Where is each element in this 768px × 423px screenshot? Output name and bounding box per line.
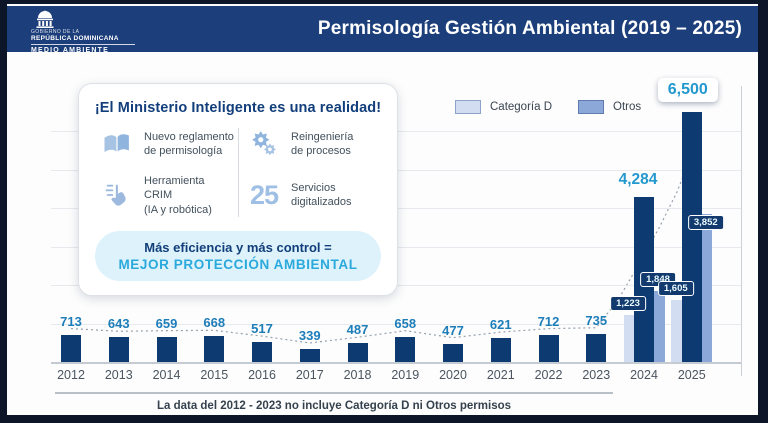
bar-main-2021: [490, 338, 511, 362]
x-tick-2016: 2016: [248, 368, 276, 382]
feature-line1: Servicios: [291, 182, 336, 195]
footer-note: La data del 2012 - 2023 no incluye Categ…: [156, 400, 512, 412]
x-tick-2025: 2025: [677, 368, 706, 382]
x-tick-2020: 2020: [439, 368, 467, 382]
value-pill-otros-2025: 3,852: [687, 214, 724, 230]
legend-label-categoria-d: Categoría D: [490, 101, 553, 113]
bar-main-2016: [252, 342, 272, 362]
pill-line2: MEJOR PROTECCIÓN AMBIENTAL: [118, 256, 358, 272]
x-tick-2018: 2018: [343, 368, 372, 382]
x-tick-2014: 2014: [152, 368, 181, 382]
value-label-2018: 487: [346, 322, 369, 338]
value-label-2016: 517: [251, 321, 273, 337]
x-tick-2022: 2022: [534, 368, 563, 382]
feature-label: Reingeniería de procesos: [291, 130, 353, 159]
chart-right-border: [741, 86, 742, 376]
value-label-2014: 659: [155, 315, 178, 331]
bar-main-2012: [61, 334, 81, 362]
footer-divider: [55, 392, 613, 394]
feature-reingenieria: Reingeniería de procesos: [238, 126, 385, 162]
feature-line2: digitalizados: [291, 196, 352, 209]
number-25: 25: [246, 179, 282, 211]
gridline: [51, 323, 741, 325]
value-label-2019: 658: [394, 315, 417, 331]
x-tick-2015: 2015: [200, 368, 229, 382]
feature-label: Herramienta CRIM (IA y robótica): [144, 174, 234, 217]
x-axis-line: [51, 362, 741, 364]
x-tick-2012: 2012: [57, 368, 85, 382]
bar-otros-2025: [699, 213, 713, 362]
bar-main-2018: [347, 343, 368, 362]
logo-line-republica: REPÚBLICA DOMINICANA: [31, 35, 119, 42]
value-label-2024: 4,284: [618, 171, 658, 189]
x-tick-2023: 2023: [582, 368, 611, 382]
bar-main-2014: [156, 336, 177, 362]
feature-line1: Nuevo reglamento: [144, 130, 234, 143]
card-message-pill: Más eficiencia y más control = MEJOR PRO…: [95, 230, 381, 281]
feature-line1: Herramienta CRIM: [144, 175, 205, 202]
pill-line1: Más eficiencia y más control =: [144, 239, 332, 255]
feature-line2: de procesos: [291, 145, 351, 157]
x-tick-2017: 2017: [295, 368, 324, 382]
slide: GOBIERNO DE LA REPÚBLICA DOMINICANA MEDI…: [7, 4, 758, 415]
feature-line2: de permisología: [144, 145, 223, 157]
value-label-2021: 621: [489, 317, 512, 333]
logo-line-ministerio: MEDIO AMBIENTE: [31, 47, 109, 54]
value-label-2020: 477: [442, 322, 464, 338]
legend-swatch-otros: [578, 100, 605, 114]
government-logo: GOBIERNO DE LA REPÚBLICA DOMINICANA MEDI…: [31, 10, 135, 54]
value-label-2015: 668: [203, 315, 226, 331]
value-pill-categoria-d-2024: 1,223: [610, 295, 646, 311]
number-25-text: 25: [249, 179, 279, 210]
bar-main-2022: [538, 334, 559, 362]
value-label-2012: 713: [60, 313, 82, 329]
info-card: ¡El Ministerio Inteligente es una realid…: [78, 83, 398, 296]
book-icon: [99, 128, 135, 160]
value-label-2017: 339: [298, 327, 321, 343]
bar-main-2019: [395, 336, 416, 362]
x-tick-2013: 2013: [104, 368, 133, 382]
value-box-2025: 6,500: [657, 78, 718, 102]
bar-main-2015: [204, 336, 225, 362]
bar-main-2020: [443, 343, 463, 362]
bar-main-2013: [108, 337, 129, 362]
card-title: ¡El Ministerio Inteligente es una realid…: [94, 100, 382, 116]
value-label-2013: 643: [107, 316, 130, 332]
header-band: GOBIERNO DE LA REPÚBLICA DOMINICANA MEDI…: [7, 6, 758, 54]
gears-icon: [246, 128, 282, 160]
feature-servicios: 25 Servicios digitalizados: [238, 172, 385, 219]
x-tick-2024: 2024: [630, 368, 658, 382]
card-feature-grid: Nuevo reglamento de permisología: [91, 126, 385, 219]
logo-divider: [31, 44, 135, 45]
value-pill-categoria-d-2025: 1,605: [657, 281, 694, 297]
x-tick-2019: 2019: [391, 368, 420, 382]
feature-line2: (IA y robótica): [144, 203, 212, 216]
chart-legend: Categoría D Otros: [455, 100, 641, 114]
feature-line1: Reingeniería: [291, 130, 354, 143]
bar-main-2025: [681, 112, 702, 362]
legend-swatch-categoria-d: [455, 100, 481, 114]
legend-item-otros: Otros: [578, 100, 641, 114]
x-tick-2021: 2021: [486, 368, 515, 382]
feature-reglamento: Nuevo reglamento de permisología: [91, 126, 238, 162]
logo-line-gobierno: GOBIERNO DE LA: [31, 29, 80, 35]
feature-label: Servicios digitalizados: [291, 181, 352, 210]
legend-item-categoria-d: Categoría D: [455, 100, 552, 114]
value-label-2023: 735: [585, 312, 608, 328]
robotic-hand-icon: [99, 179, 135, 211]
feature-label: Nuevo reglamento de permisología: [144, 130, 234, 159]
bar-main-2023: [586, 333, 607, 362]
feature-crim: Herramienta CRIM (IA y robótica): [91, 172, 238, 219]
value-label-2022: 712: [537, 313, 560, 329]
bar-main-2017: [299, 348, 320, 362]
capitol-icon: [36, 10, 54, 28]
page-title: Permisología Gestión Ambiental (2019 – 2…: [317, 18, 742, 39]
legend-label-otros: Otros: [613, 101, 642, 113]
